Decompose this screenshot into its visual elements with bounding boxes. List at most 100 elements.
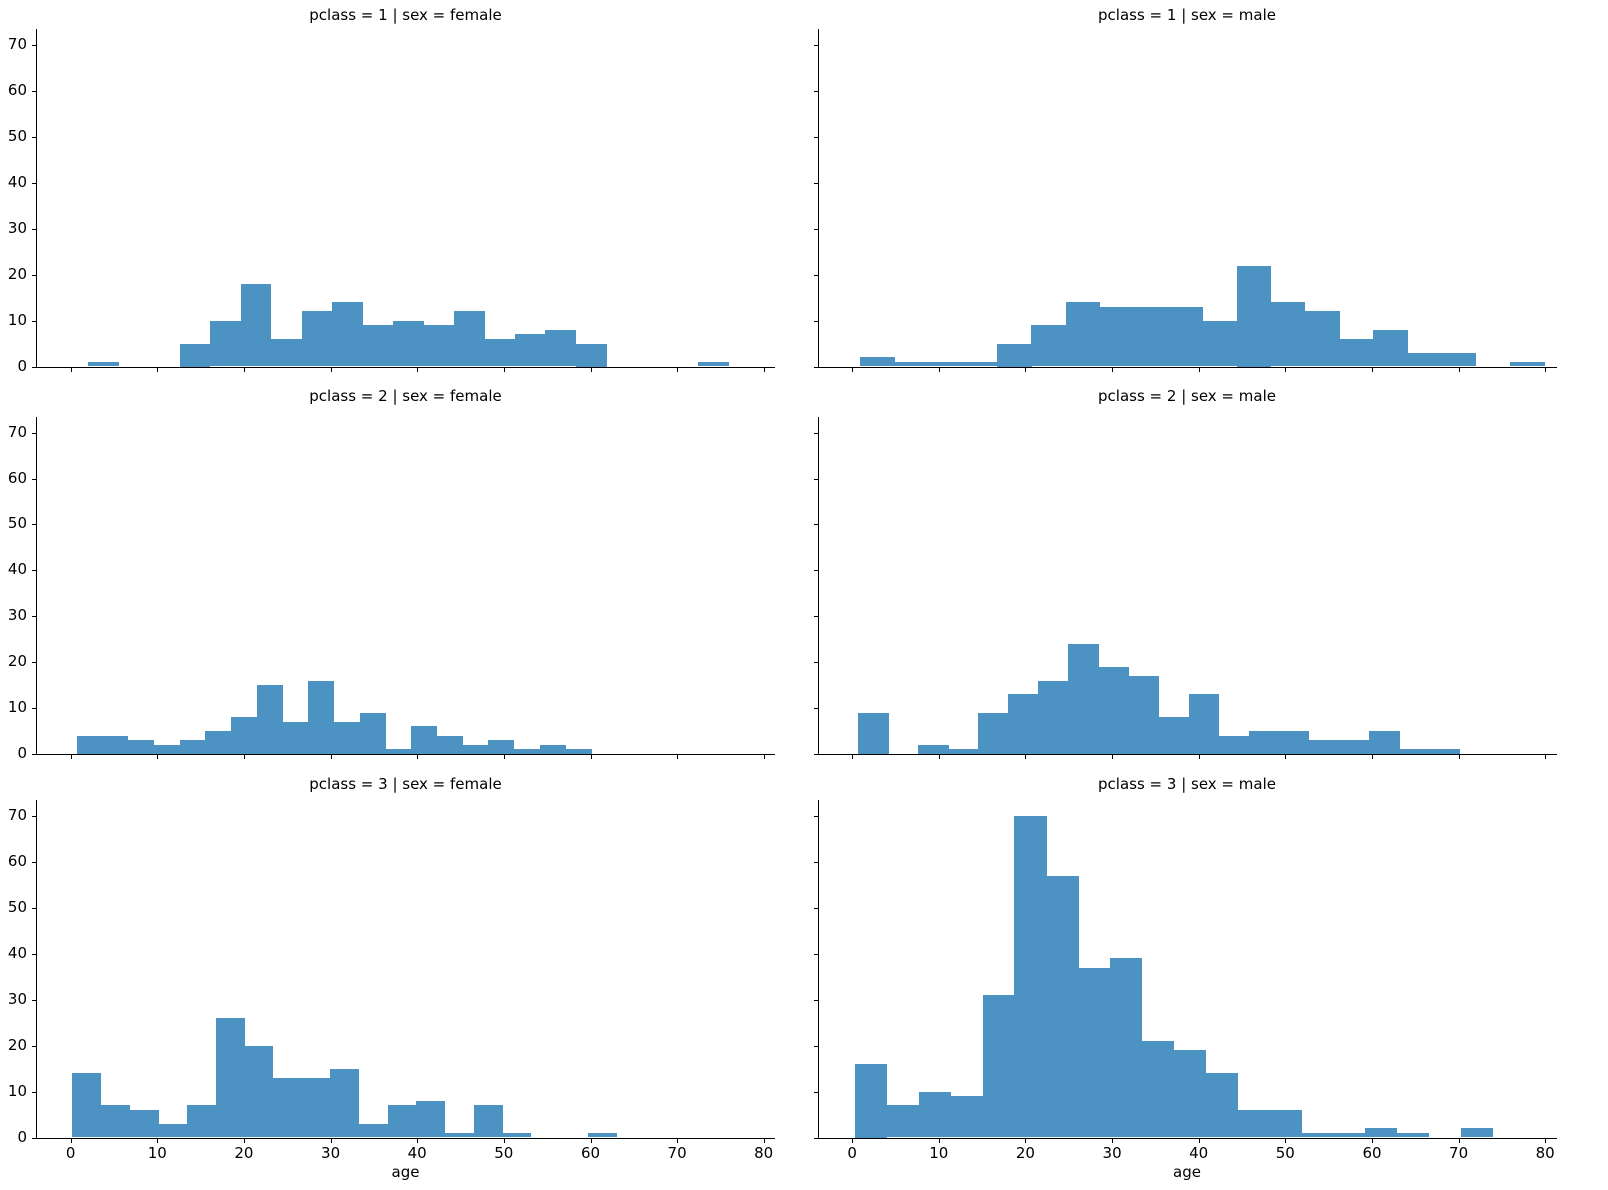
y-axis-spine <box>36 416 37 755</box>
y-tick-label: 40 <box>7 560 27 579</box>
x-tick-label: 0 <box>65 1144 76 1162</box>
histogram-bar <box>301 1077 331 1138</box>
histogram-bar <box>473 1105 503 1138</box>
x-tick-mark <box>938 755 940 759</box>
histogram-bar <box>982 995 1015 1138</box>
y-tick-mark <box>813 320 818 322</box>
y-tick-mark <box>813 524 818 526</box>
x-tick-mark <box>1112 1138 1114 1143</box>
histogram-bar <box>1008 694 1039 754</box>
y-tick-label: 60 <box>7 852 27 870</box>
histogram-bar <box>1236 265 1272 367</box>
x-tick-label: 60 <box>1362 1144 1382 1162</box>
histogram-bar <box>186 1105 216 1138</box>
x-axis-label: age <box>391 1163 420 1181</box>
y-tick-label: 60 <box>7 81 27 99</box>
x-tick-mark <box>417 755 419 759</box>
x-tick-mark <box>417 367 419 372</box>
y-tick-label: 60 <box>7 468 27 487</box>
histogram-bar <box>948 749 979 754</box>
x-tick-label: 40 <box>1189 1144 1209 1162</box>
y-tick-mark <box>32 182 36 184</box>
x-tick-label: 10 <box>929 1144 949 1162</box>
histogram-bar <box>100 1105 130 1138</box>
histogram-bar <box>1308 740 1340 754</box>
x-tick-mark <box>1372 367 1373 372</box>
y-tick-mark <box>813 228 818 230</box>
y-tick-mark <box>813 274 818 276</box>
x-tick-mark <box>1285 755 1287 759</box>
histogram-bar <box>514 749 541 754</box>
histogram-bar <box>1168 306 1203 367</box>
y-tick-label: 70 <box>7 422 27 441</box>
histogram-bar <box>894 361 929 367</box>
x-tick-mark <box>852 1138 854 1143</box>
histogram-bar <box>1510 361 1545 367</box>
y-tick-label: 10 <box>7 310 27 329</box>
histogram-bar <box>918 1091 952 1138</box>
x-tick-label: 60 <box>580 1144 601 1162</box>
y-tick-label: 70 <box>7 35 27 54</box>
histogram-bar <box>1099 306 1135 367</box>
x-tick-mark <box>590 367 592 372</box>
x-tick-mark <box>1285 1138 1287 1143</box>
histogram-bar <box>962 361 998 367</box>
x-tick-label: 30 <box>321 1144 341 1162</box>
histogram-bar <box>1141 1041 1175 1138</box>
x-tick-label: 80 <box>1535 1144 1555 1162</box>
histogram-bar <box>416 1100 446 1138</box>
histogram-bar <box>359 712 386 754</box>
y-tick-mark <box>32 1091 36 1093</box>
x-tick-mark <box>70 1138 72 1143</box>
x-tick-mark <box>330 1138 332 1143</box>
histogram-bar <box>858 712 889 754</box>
y-tick-mark <box>813 953 818 955</box>
histogram-bar <box>1399 749 1430 754</box>
x-tick-mark <box>1198 755 1200 759</box>
y-tick-mark <box>813 816 818 818</box>
y-tick-label: 30 <box>7 989 27 1008</box>
x-tick-mark <box>677 367 679 372</box>
histogram-bar <box>462 744 489 754</box>
y-tick-mark <box>32 228 36 230</box>
histogram-bar <box>231 717 258 754</box>
x-tick-mark <box>417 1138 419 1143</box>
histogram-bar <box>697 361 729 367</box>
y-tick-label: 0 <box>17 1127 27 1146</box>
x-tick-label: 10 <box>147 1144 167 1162</box>
histogram-bar <box>256 685 283 754</box>
histogram-bar <box>308 680 335 754</box>
y-tick-mark <box>32 708 36 710</box>
histogram-bar <box>886 1105 920 1138</box>
histogram-bar <box>1373 329 1408 367</box>
y-tick-mark <box>813 478 818 480</box>
histogram-bar <box>129 1109 159 1138</box>
x-tick-mark <box>243 755 245 759</box>
x-tick-mark <box>1198 367 1200 372</box>
y-tick-mark <box>813 616 818 618</box>
histogram-bar <box>1269 1109 1302 1138</box>
y-tick-mark <box>32 366 36 368</box>
x-tick-mark <box>503 755 505 759</box>
y-tick-mark <box>813 570 818 572</box>
histogram-bar <box>1339 740 1370 754</box>
y-tick-mark <box>32 478 36 480</box>
x-tick-mark <box>503 1138 505 1143</box>
x-tick-mark <box>938 367 940 372</box>
x-tick-mark <box>590 1138 592 1143</box>
y-tick-mark <box>813 91 818 92</box>
x-tick-mark <box>1025 755 1027 759</box>
histogram-bar <box>1014 816 1047 1138</box>
histogram-bar <box>240 283 272 367</box>
histogram-bar <box>1031 325 1066 367</box>
x-tick-label: 20 <box>1015 1144 1035 1162</box>
x-tick-mark <box>157 367 159 372</box>
histogram-bar <box>1078 967 1111 1138</box>
x-tick-mark <box>763 367 765 372</box>
facet-title: pclass = 3 | sex = female <box>309 775 502 793</box>
x-axis-label: age <box>1173 1163 1201 1181</box>
x-axis-spine <box>817 1137 1557 1139</box>
y-tick-mark <box>32 570 36 572</box>
x-tick-label: 70 <box>1449 1144 1469 1162</box>
histogram-bar <box>76 735 103 754</box>
